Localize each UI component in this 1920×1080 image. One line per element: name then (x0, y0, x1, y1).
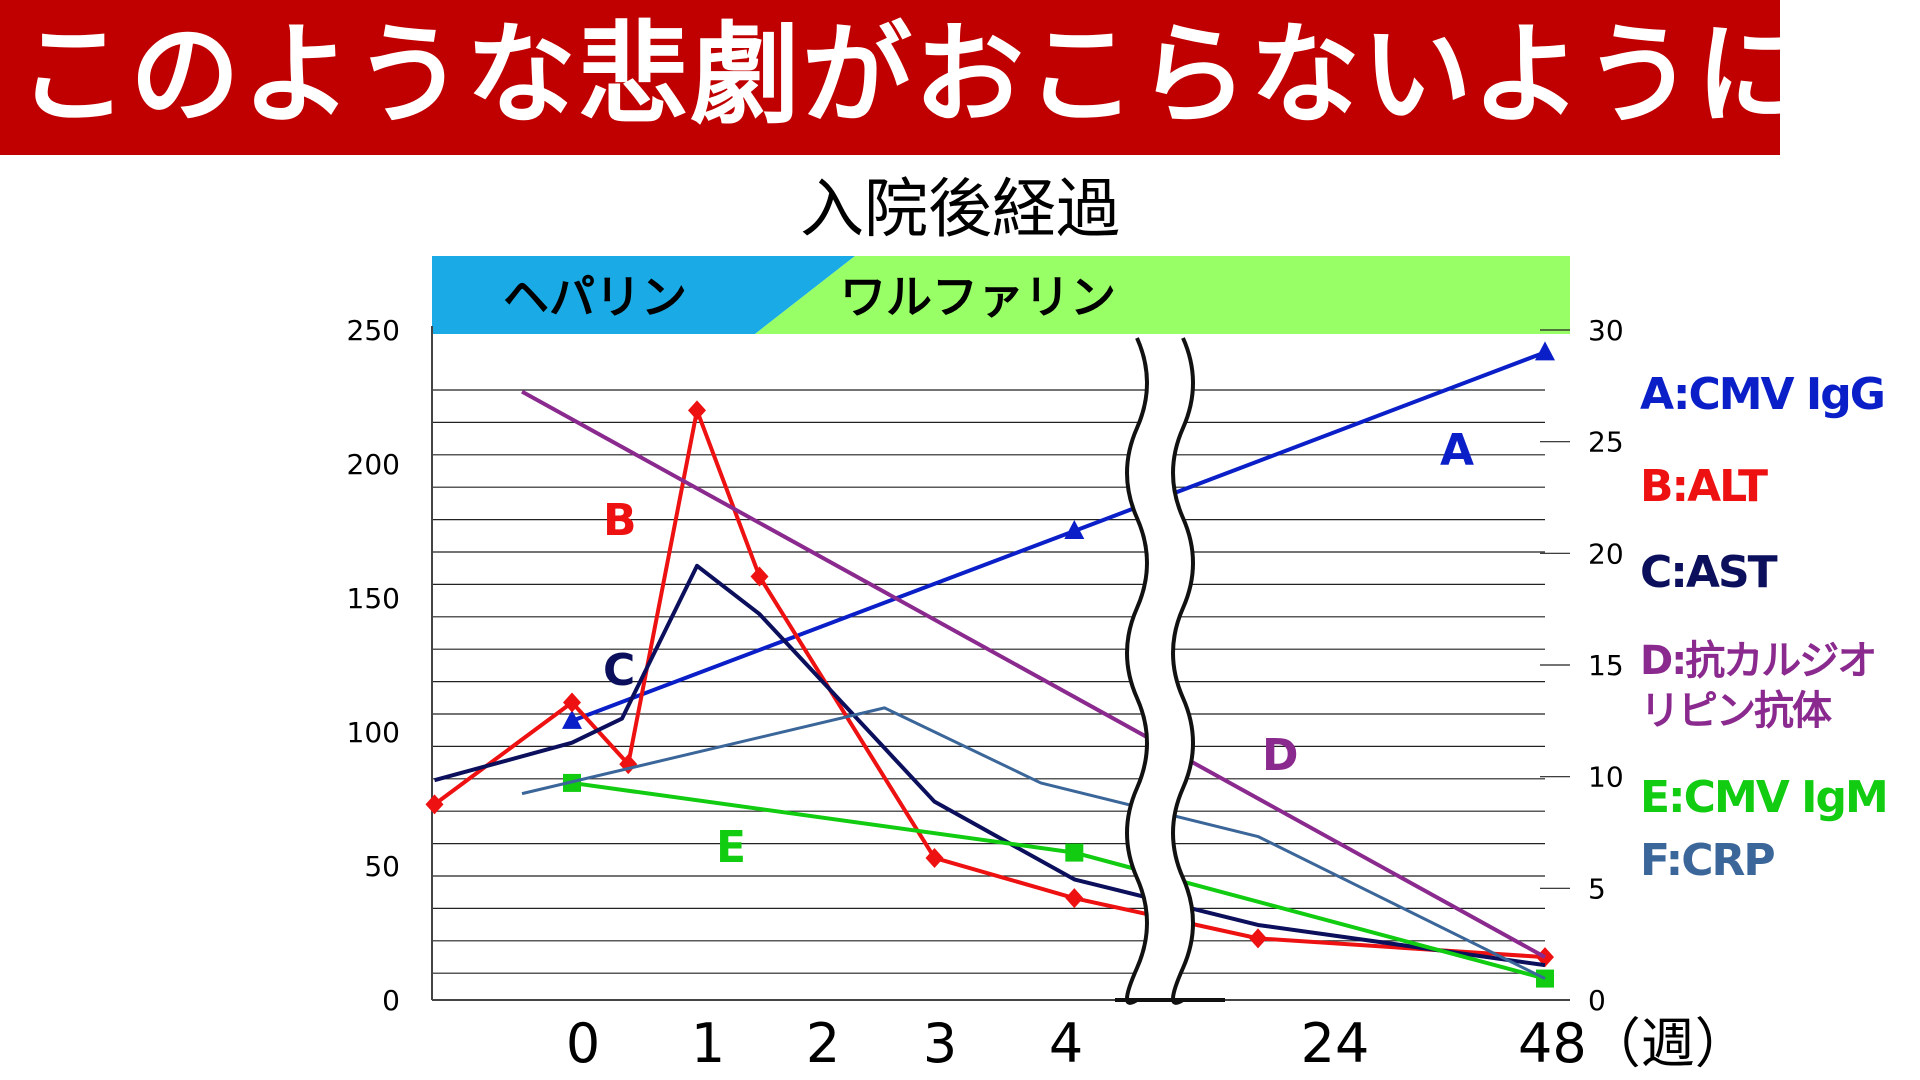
data-point-b (1249, 928, 1267, 949)
axis-break-line-left (1125, 337, 1149, 1005)
y-right-tick-label: 0 (1588, 984, 1606, 1017)
phase-label-warfarin: ワルファリン (840, 270, 1116, 324)
y-left-tick-label: 50 (364, 850, 400, 883)
series-letter-c: C (603, 645, 635, 696)
y-left-tick-label: 0 (382, 984, 400, 1017)
data-point-a (562, 709, 582, 729)
data-point-b (750, 566, 769, 587)
series-line-a (571, 350, 1546, 723)
y-right-tick-label: 25 (1588, 426, 1624, 459)
x-tick-label: 48（週） (1518, 1012, 1749, 1075)
chart-title: 入院後経過 (800, 173, 1120, 247)
data-point-e (1065, 843, 1084, 862)
x-tick-label: 4 (1049, 1012, 1083, 1075)
series-letter-a: A (1440, 425, 1474, 476)
series-line-d (521, 389, 1546, 959)
series-line-c (433, 563, 1546, 968)
x-tick-label: 0 (566, 1012, 600, 1075)
series-letter-d: D (1262, 730, 1299, 781)
phase-bar-heparin (432, 256, 855, 334)
legend-item-c: C:AST (1640, 547, 1778, 598)
series-line-f (521, 706, 1546, 980)
y-left-tick-label: 100 (347, 716, 400, 749)
data-point-b (925, 847, 944, 868)
legend-item-e: E:CMV IgM (1640, 772, 1889, 823)
banner-title: このような悲劇がおこらないように (18, 11, 1808, 139)
y-right-tick-label: 5 (1588, 872, 1606, 905)
data-point-b (563, 692, 581, 713)
y-left-tick-label: 150 (347, 582, 400, 615)
data-point-a (1535, 341, 1555, 361)
y-right-tick-label: 10 (1588, 761, 1624, 794)
data-point-b (425, 794, 444, 815)
legend-item-d: D:抗カルジオリピン抗体 (1640, 638, 1877, 734)
y-left-tick-label: 250 (347, 314, 400, 347)
x-tick-label: 3 (923, 1012, 957, 1075)
series-line-b (433, 408, 1546, 960)
series-letter-e: E (716, 822, 746, 873)
data-point-a (1064, 520, 1085, 539)
legend-item-f: F:CRP (1640, 835, 1776, 886)
axis-break-band (1127, 338, 1193, 998)
y-right-tick-label: 30 (1588, 314, 1624, 347)
y-right-tick-label: 15 (1588, 649, 1624, 682)
title-banner: このような悲劇がおこらないように (0, 0, 1806, 155)
phase-bar-warfarin (755, 256, 1570, 334)
legend-item-b: B:ALT (1640, 461, 1768, 512)
data-point-b (1065, 888, 1084, 909)
legend-item-a: A:CMV IgG (1640, 369, 1886, 420)
x-tick-label: 2 (806, 1012, 840, 1075)
y-left-tick-label: 200 (347, 448, 400, 481)
series-letter-b: B (603, 495, 637, 546)
data-point-b (688, 400, 706, 421)
x-tick-label: 1 (691, 1012, 725, 1075)
phase-label-heparin: ヘパリン (503, 270, 687, 324)
y-right-tick-label: 20 (1588, 537, 1624, 570)
x-tick-label: 24 (1301, 1012, 1370, 1075)
axis-break-line-right (1171, 337, 1195, 1005)
